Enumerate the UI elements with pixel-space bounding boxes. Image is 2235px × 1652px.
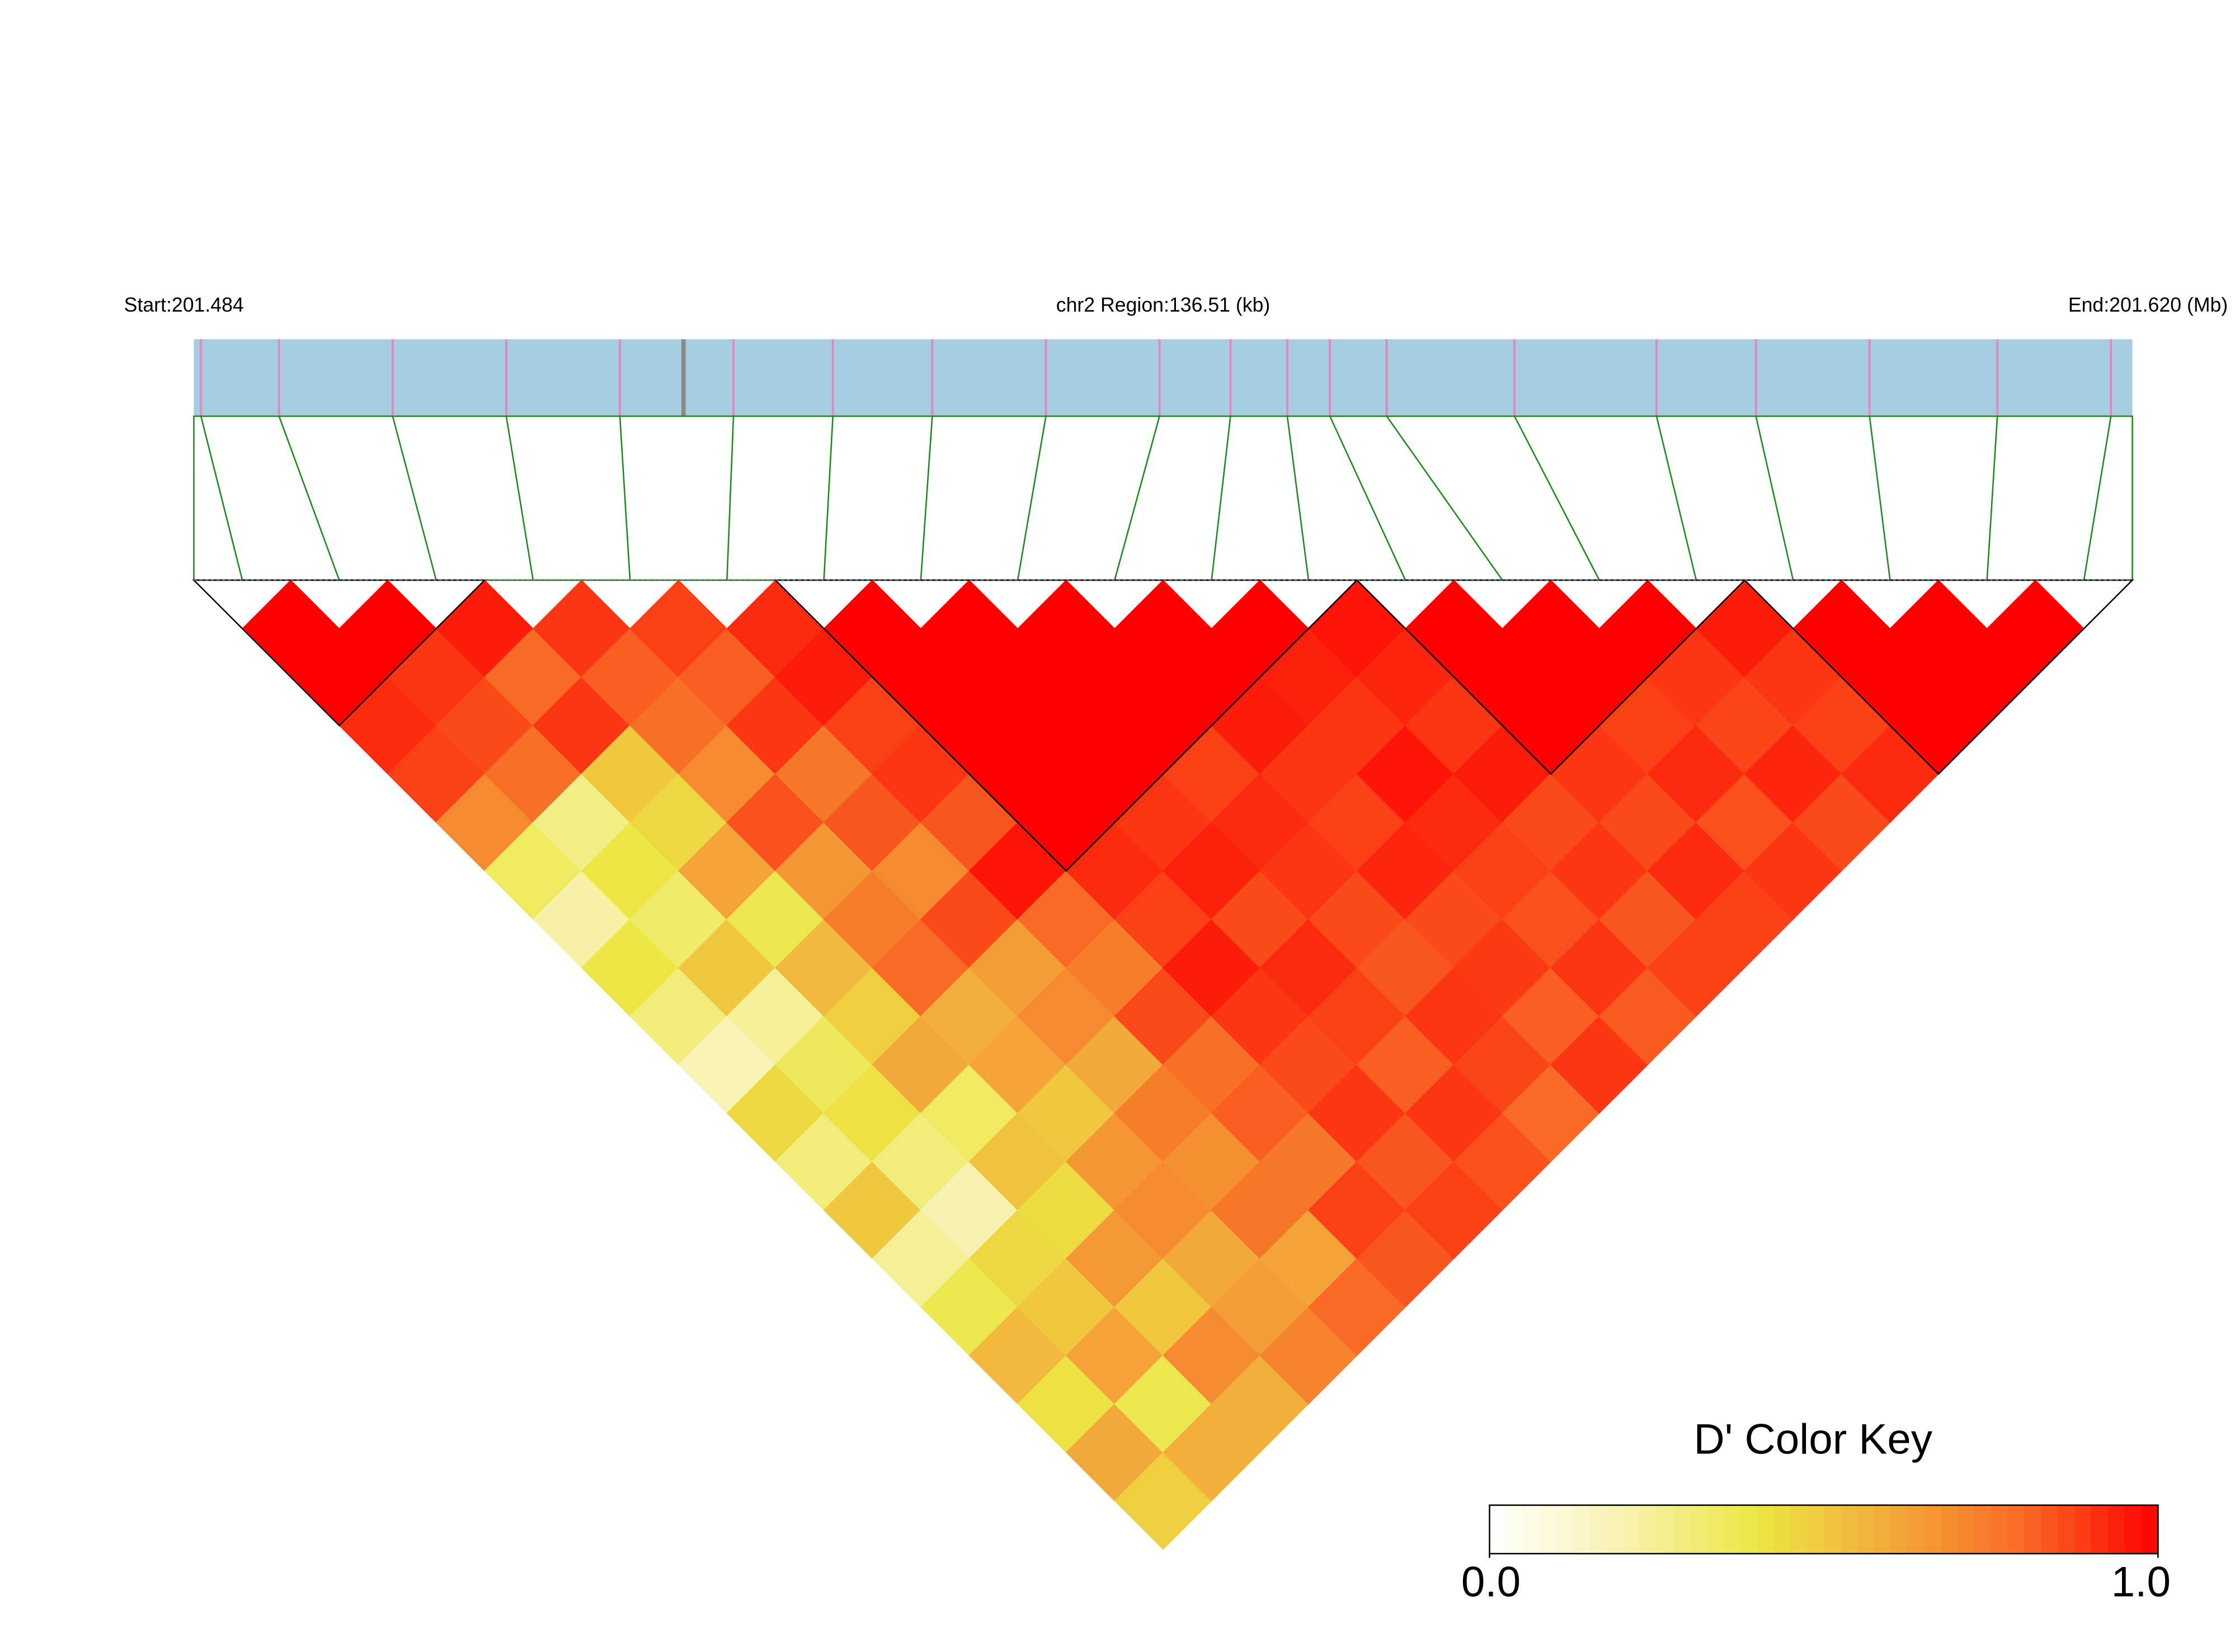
color-key-step	[1573, 1505, 1591, 1554]
key-title: D' Color Key	[1694, 1416, 1933, 1463]
color-key-step	[1924, 1505, 1941, 1554]
snp-connector	[1869, 416, 1891, 581]
color-key-step	[1556, 1505, 1574, 1554]
key-tick-label: 0.0	[1461, 1558, 1521, 1606]
snp-connector	[505, 416, 534, 581]
color-key-step	[1740, 1505, 1758, 1554]
color-key-step	[1857, 1505, 1875, 1554]
color-key-step	[1823, 1505, 1841, 1554]
color-key-step	[1589, 1505, 1607, 1554]
snp-connector	[619, 416, 631, 581]
color-key-step	[1657, 1505, 1674, 1554]
color-key-step	[2074, 1505, 2092, 1554]
color-key-step	[1991, 1505, 2008, 1554]
snp-connector	[920, 416, 933, 581]
gene-bar	[194, 339, 2133, 416]
color-key-step	[1757, 1505, 1775, 1554]
color-key-step	[2041, 1505, 2058, 1554]
color-key-step	[1506, 1505, 1523, 1554]
snp-connector	[1655, 416, 1697, 581]
color-key-step	[1673, 1505, 1691, 1554]
snp-connector	[1017, 416, 1047, 581]
region-label: chr2 Region:136.51 (kb)	[1056, 294, 1271, 316]
snp-connector	[2083, 416, 2112, 581]
snp-connector	[1755, 416, 1794, 581]
color-key-step	[1840, 1505, 1858, 1554]
color-key-step	[1706, 1505, 1724, 1554]
end-label: End:201.620 (Mb)	[2068, 294, 2228, 316]
color-key-step	[1640, 1505, 1657, 1554]
color-key-step	[2124, 1505, 2142, 1554]
color-key-step	[1807, 1505, 1824, 1554]
snp-connector	[1986, 416, 1998, 581]
color-key-step	[2024, 1505, 2042, 1554]
snp-connector	[1286, 416, 1310, 581]
color-key-step	[1540, 1505, 1557, 1554]
color-key-step	[1874, 1505, 1891, 1554]
snp-connector	[726, 416, 735, 581]
color-key-step	[1489, 1505, 1507, 1554]
color-key-step	[1523, 1505, 1540, 1554]
color-key-step	[1941, 1505, 1958, 1554]
color-key-step	[1974, 1505, 1992, 1554]
key-tick-label: 1.0	[2111, 1558, 2171, 1606]
snp-connector	[200, 416, 243, 581]
color-key-frame	[1489, 1504, 2159, 1555]
color-key-step	[2007, 1505, 2025, 1554]
color-key-step	[2058, 1505, 2075, 1554]
gene-bar-gap	[681, 339, 686, 416]
snp-connector	[823, 416, 834, 581]
snp-connector	[1114, 416, 1160, 581]
snp-connector	[1386, 416, 1503, 581]
snp-connector	[392, 416, 437, 581]
color-key-step	[1907, 1505, 1925, 1554]
snp-connector	[1211, 416, 1231, 581]
connector-box	[193, 415, 2133, 581]
color-key-step	[2141, 1505, 2159, 1554]
color-key-step	[2091, 1505, 2109, 1554]
start-label: Start:201.484	[124, 294, 244, 316]
color-key-step	[1623, 1505, 1641, 1554]
color-key-step	[1890, 1505, 1908, 1554]
color-key-step	[1723, 1505, 1741, 1554]
color-key-step	[2107, 1505, 2125, 1554]
color-key-step	[1957, 1505, 1975, 1554]
color-key-step	[1606, 1505, 1624, 1554]
color-key-step	[1773, 1505, 1791, 1554]
color-key-step	[1790, 1505, 1808, 1554]
snp-connector	[1329, 416, 1406, 581]
snp-connector	[278, 416, 340, 581]
color-key-step	[1690, 1505, 1707, 1554]
snp-connector	[1514, 416, 1600, 581]
